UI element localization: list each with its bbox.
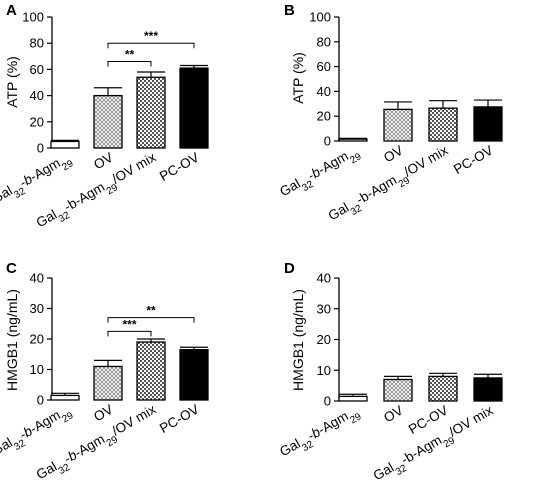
bar-empty <box>50 394 80 401</box>
x-category-label: PC-OV <box>157 402 202 436</box>
x-category-label: Gal32-b-Agm29 <box>277 402 363 464</box>
y-tick-label: 30 <box>317 301 331 316</box>
y-tick-label: 40 <box>317 271 331 286</box>
y-tick-label: 20 <box>317 332 331 347</box>
bar-solid <box>179 67 209 149</box>
y-axis-title: ATP (%) <box>290 52 306 104</box>
bar-solid <box>473 106 503 142</box>
significance-bracket <box>107 317 195 323</box>
y-tick-label: 40 <box>30 271 44 286</box>
bar-hatch <box>93 94 123 149</box>
bar-checker <box>428 375 458 402</box>
x-category-label: Gal32-b-Agm29 <box>277 142 363 204</box>
x-category-label: OV <box>381 143 405 166</box>
panel-d: D 0 10 20 30 40 HMGB1 (ng/mL) Gal32-b-Agm29 OV PC… <box>277 260 503 483</box>
x-category-label: Gal32-b-Agm29 <box>0 149 76 211</box>
bar-empty <box>50 140 80 149</box>
y-tick-label: 0 <box>37 393 44 408</box>
y-tick-label: 80 <box>30 36 44 51</box>
x-category-label: PC-OV <box>451 143 496 177</box>
y-tick-label: 0 <box>324 134 331 149</box>
y-tick-label: 20 <box>317 109 331 124</box>
bar-hatch <box>383 108 413 142</box>
y-axis-title: HMGB1 (ng/mL) <box>4 289 20 391</box>
y-tick-label: 0 <box>37 141 44 156</box>
x-category-label: OV <box>91 402 115 425</box>
x-category-label: PC-OV <box>157 150 202 184</box>
panel-letter: C <box>6 260 17 277</box>
panel-letter: B <box>284 2 295 19</box>
x-category-label: PC-OV <box>406 403 451 437</box>
significance-bracket <box>107 330 152 337</box>
significance-label: ** <box>125 48 135 62</box>
y-tick-label: 10 <box>317 363 331 378</box>
y-tick-label: 80 <box>317 34 331 49</box>
y-tick-label: 60 <box>317 59 331 74</box>
y-tick-label: 20 <box>30 332 44 347</box>
bar-solid <box>473 377 503 402</box>
y-axis-title: ATP (%) <box>4 56 20 108</box>
bar-hatch <box>383 378 413 402</box>
y-tick-label: 100 <box>22 10 44 25</box>
x-category-label: OV <box>91 150 115 173</box>
significance-bracket <box>107 42 195 49</box>
bar-checker <box>428 107 458 142</box>
y-tick-label: 30 <box>30 301 44 316</box>
bar-hatch <box>93 365 123 401</box>
significance-label: *** <box>122 317 136 331</box>
y-axis-title: HMGB1 (ng/mL) <box>290 289 306 391</box>
significance-bracket <box>107 61 152 67</box>
bar-empty <box>338 395 368 402</box>
significance-label: *** <box>144 29 158 43</box>
y-tick-label: 0 <box>324 394 331 409</box>
significance-label: ** <box>146 304 156 318</box>
y-tick-label: 100 <box>309 10 331 25</box>
panel-letter: D <box>284 260 295 277</box>
y-tick-label: 10 <box>30 362 44 377</box>
y-tick-label: 40 <box>30 88 44 103</box>
y-tick-label: 20 <box>30 114 44 129</box>
bar-solid <box>179 349 209 401</box>
bar-empty <box>338 138 368 142</box>
bar-checker <box>136 341 166 401</box>
panel-letter: A <box>6 2 17 19</box>
y-tick-label: 40 <box>317 84 331 99</box>
x-category-label: OV <box>381 403 405 426</box>
y-tick-label: 60 <box>30 62 44 77</box>
bar-checker <box>136 76 166 149</box>
